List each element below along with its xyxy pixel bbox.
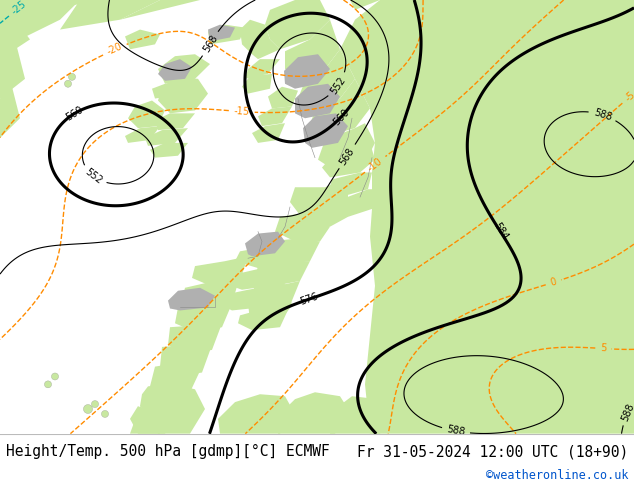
Polygon shape [168, 288, 215, 311]
Polygon shape [275, 212, 330, 242]
Circle shape [45, 381, 51, 387]
Polygon shape [130, 406, 178, 434]
Polygon shape [298, 49, 355, 108]
Circle shape [69, 74, 75, 80]
Polygon shape [240, 20, 280, 59]
Text: -25: -25 [10, 0, 29, 17]
Polygon shape [245, 232, 285, 256]
Polygon shape [342, 189, 378, 217]
Polygon shape [208, 24, 245, 45]
Polygon shape [160, 345, 212, 376]
Polygon shape [100, 0, 200, 24]
Text: 584: 584 [491, 221, 510, 242]
Polygon shape [295, 84, 340, 118]
Text: 0: 0 [549, 277, 558, 288]
Polygon shape [245, 59, 280, 79]
Polygon shape [265, 0, 330, 49]
Circle shape [102, 411, 108, 417]
Polygon shape [290, 177, 348, 227]
Text: 552: 552 [83, 167, 104, 186]
Text: Fr 31-05-2024 12:00 UTC (18+90): Fr 31-05-2024 12:00 UTC (18+90) [357, 444, 628, 459]
Polygon shape [0, 39, 25, 98]
Polygon shape [303, 113, 348, 148]
Polygon shape [158, 59, 192, 81]
Polygon shape [268, 87, 298, 108]
Polygon shape [152, 79, 195, 98]
Circle shape [52, 373, 58, 379]
Text: 588: 588 [592, 107, 613, 122]
Text: 588: 588 [619, 401, 634, 422]
Polygon shape [252, 123, 285, 143]
Polygon shape [148, 384, 205, 434]
Polygon shape [242, 74, 272, 94]
Text: 5: 5 [600, 343, 607, 354]
Polygon shape [218, 394, 295, 434]
Polygon shape [238, 306, 290, 330]
Polygon shape [125, 126, 160, 143]
Polygon shape [235, 242, 295, 268]
Polygon shape [130, 406, 160, 434]
Circle shape [84, 405, 92, 413]
Polygon shape [225, 264, 280, 290]
Polygon shape [150, 363, 202, 396]
Polygon shape [158, 54, 210, 84]
Polygon shape [284, 54, 330, 89]
Polygon shape [140, 384, 190, 416]
Text: 576: 576 [299, 291, 320, 307]
Polygon shape [60, 0, 160, 29]
Circle shape [65, 81, 71, 87]
Polygon shape [340, 0, 634, 434]
Polygon shape [278, 392, 350, 434]
Text: -5: -5 [623, 90, 634, 103]
Polygon shape [0, 0, 80, 49]
Polygon shape [0, 79, 20, 138]
Polygon shape [322, 143, 375, 177]
Text: 568: 568 [338, 146, 356, 167]
Polygon shape [158, 77, 208, 113]
Polygon shape [125, 29, 160, 49]
Polygon shape [255, 261, 310, 286]
Polygon shape [285, 20, 340, 79]
Polygon shape [258, 106, 292, 126]
Polygon shape [265, 239, 320, 264]
Text: 568: 568 [201, 33, 219, 54]
Text: -10: -10 [366, 156, 384, 173]
Polygon shape [318, 123, 375, 168]
Polygon shape [145, 128, 188, 146]
Polygon shape [308, 79, 370, 138]
Polygon shape [150, 143, 188, 158]
Text: 560: 560 [332, 107, 351, 127]
Polygon shape [208, 24, 235, 41]
Text: 588: 588 [446, 424, 466, 438]
Polygon shape [182, 276, 240, 310]
Polygon shape [330, 396, 390, 434]
Polygon shape [175, 304, 232, 332]
Polygon shape [128, 100, 165, 128]
Polygon shape [350, 0, 380, 10]
Polygon shape [0, 0, 30, 59]
Polygon shape [192, 256, 248, 288]
Polygon shape [218, 286, 270, 311]
Polygon shape [168, 323, 222, 355]
Text: 560: 560 [63, 104, 85, 123]
Text: Height/Temp. 500 hPa [gdmp][°C] ECMWF: Height/Temp. 500 hPa [gdmp][°C] ECMWF [6, 444, 330, 459]
Polygon shape [248, 278, 292, 327]
Text: -15: -15 [233, 106, 250, 117]
Polygon shape [328, 172, 372, 197]
Circle shape [92, 401, 98, 407]
Polygon shape [0, 0, 100, 20]
Polygon shape [155, 113, 195, 130]
Text: 552: 552 [328, 74, 347, 96]
Text: -20: -20 [105, 42, 124, 57]
Polygon shape [245, 281, 300, 308]
Text: ©weatheronline.co.uk: ©weatheronline.co.uk [486, 469, 628, 483]
